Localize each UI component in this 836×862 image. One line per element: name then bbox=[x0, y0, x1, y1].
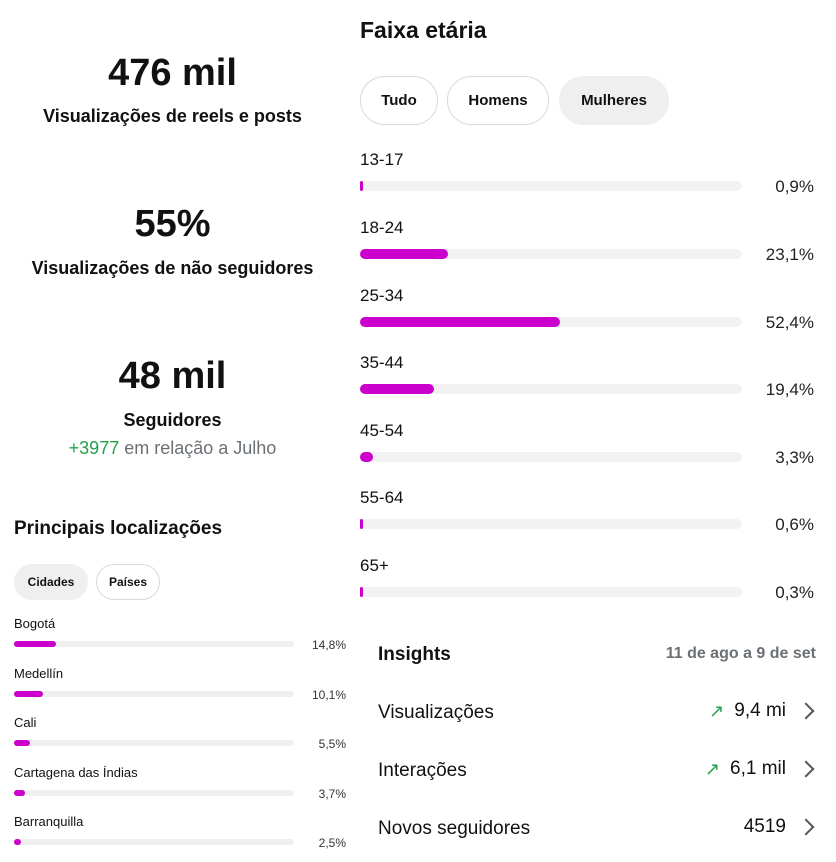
location-name: Bogotá bbox=[14, 616, 56, 631]
age-percent: 0,6% bbox=[775, 515, 814, 534]
age-range-label: 18-24 bbox=[360, 218, 404, 237]
age-bar-fill bbox=[360, 587, 363, 597]
location-row: Cartagena das Índias 3,7% bbox=[14, 765, 346, 813]
insight-row-interactions[interactable]: Interações ↗ 6,1 mil bbox=[378, 752, 818, 792]
non-followers-label: Visualizações de não seguidores bbox=[31, 258, 314, 278]
age-range-label: 55-64 bbox=[360, 488, 404, 507]
location-row: Cali 5,5% bbox=[14, 715, 346, 763]
location-bar-fill bbox=[14, 641, 56, 647]
insight-label: Interações bbox=[378, 760, 467, 781]
tab-men[interactable]: Homens bbox=[447, 76, 549, 125]
age-bar-fill bbox=[360, 317, 560, 327]
insight-row-views[interactable]: Visualizações ↗ 9,4 mi bbox=[378, 694, 818, 734]
insight-value: 4519 bbox=[743, 816, 786, 837]
age-row: 65+ 0,3% bbox=[360, 556, 814, 616]
location-bar-fill bbox=[14, 691, 43, 697]
location-bar-track bbox=[14, 691, 294, 697]
tab-countries[interactable]: Países bbox=[96, 564, 160, 600]
location-bar-fill bbox=[14, 839, 22, 845]
age-percent: 0,9% bbox=[775, 177, 814, 196]
arrow-up-right-icon: ↗ bbox=[704, 758, 721, 779]
age-bar-fill bbox=[360, 452, 373, 462]
age-bar-fill bbox=[360, 249, 449, 259]
location-row: Bogotá 14,8% bbox=[14, 616, 346, 664]
followers-change: +3977 em relação a Julho bbox=[20, 438, 325, 459]
age-row: 35-44 19,4% bbox=[360, 353, 814, 413]
age-bar-track bbox=[360, 181, 742, 191]
age-bar-fill bbox=[360, 384, 435, 394]
location-bar-track bbox=[14, 740, 294, 746]
insights-title: Insights bbox=[378, 644, 451, 665]
location-percent: 14,8% bbox=[311, 638, 346, 652]
followers-label: Seguidores bbox=[123, 410, 222, 430]
insight-value-group: ↗ 9,4 mi bbox=[709, 700, 818, 722]
followers-delta: +3977 bbox=[68, 438, 120, 458]
location-bar-fill bbox=[14, 790, 25, 796]
age-percent: 0,3% bbox=[775, 583, 814, 602]
location-percent: 2,5% bbox=[318, 836, 346, 850]
location-bar-track bbox=[14, 790, 294, 796]
age-row: 25-34 52,4% bbox=[360, 286, 814, 346]
age-row: 18-24 23,1% bbox=[360, 218, 814, 278]
age-range-label: 35-44 bbox=[360, 353, 404, 372]
age-bar-track bbox=[360, 519, 742, 529]
insight-value-group: 4519 bbox=[744, 816, 818, 838]
age-percent: 19,4% bbox=[765, 380, 814, 399]
age-row: 55-64 0,6% bbox=[360, 488, 814, 548]
tab-all[interactable]: Tudo bbox=[360, 76, 438, 125]
location-row: Barranquilla 2,5% bbox=[14, 814, 346, 862]
location-name: Medellín bbox=[14, 666, 64, 681]
insight-label: Visualizações bbox=[378, 702, 494, 723]
age-bar-fill bbox=[360, 519, 363, 529]
age-bar-track bbox=[360, 317, 742, 327]
chevron-right-icon bbox=[797, 818, 815, 836]
age-bar-track bbox=[360, 587, 742, 597]
insight-value: 9,4 mi bbox=[734, 700, 786, 721]
age-bar-track bbox=[360, 384, 742, 394]
location-name: Cali bbox=[14, 715, 37, 730]
age-percent: 3,3% bbox=[775, 448, 814, 467]
location-bar-track bbox=[14, 839, 294, 845]
chevron-right-icon bbox=[797, 760, 815, 778]
age-range-label: 13-17 bbox=[360, 150, 404, 169]
locations-title: Principais localizações bbox=[14, 518, 223, 539]
views-count: 476 mil bbox=[108, 52, 237, 94]
tab-cities[interactable]: Cidades bbox=[14, 564, 88, 600]
location-percent: 10,1% bbox=[311, 688, 346, 702]
location-percent: 5,5% bbox=[318, 737, 346, 751]
location-row: Medellín 10,1% bbox=[14, 666, 346, 714]
age-title: Faixa etária bbox=[360, 17, 487, 43]
followers-count: 48 mil bbox=[118, 355, 227, 397]
age-range-label: 45-54 bbox=[360, 421, 404, 440]
non-followers-percent: 55% bbox=[134, 203, 211, 245]
insight-value-group: ↗ 6,1 mil bbox=[705, 758, 818, 780]
age-row: 45-54 3,3% bbox=[360, 421, 814, 481]
location-bar-fill bbox=[14, 740, 30, 746]
age-row: 13-17 0,9% bbox=[360, 150, 814, 210]
age-range-label: 65+ bbox=[360, 556, 389, 575]
tab-women[interactable]: Mulheres bbox=[559, 76, 669, 125]
age-percent: 23,1% bbox=[765, 245, 814, 264]
location-name: Cartagena das Índias bbox=[14, 765, 138, 780]
followers-delta-text: em relação a Julho bbox=[124, 438, 277, 458]
insight-row-new-followers[interactable]: Novos seguidores 4519 bbox=[378, 810, 818, 850]
location-name: Barranquilla bbox=[14, 814, 84, 829]
insight-label: Novos seguidores bbox=[378, 818, 531, 839]
location-percent: 3,7% bbox=[318, 787, 346, 801]
location-bar-track bbox=[14, 641, 294, 647]
insights-date-range: 11 de ago a 9 de set bbox=[665, 645, 816, 662]
age-percent: 52,4% bbox=[765, 313, 814, 332]
age-bar-track bbox=[360, 452, 742, 462]
age-bar-track bbox=[360, 249, 742, 259]
arrow-up-right-icon: ↗ bbox=[709, 700, 725, 721]
views-label: Visualizações de reels e posts bbox=[43, 106, 302, 126]
age-bar-fill bbox=[360, 181, 364, 191]
age-range-label: 25-34 bbox=[360, 286, 404, 305]
insight-value: 6,1 mil bbox=[730, 758, 786, 779]
chevron-right-icon bbox=[797, 702, 815, 720]
